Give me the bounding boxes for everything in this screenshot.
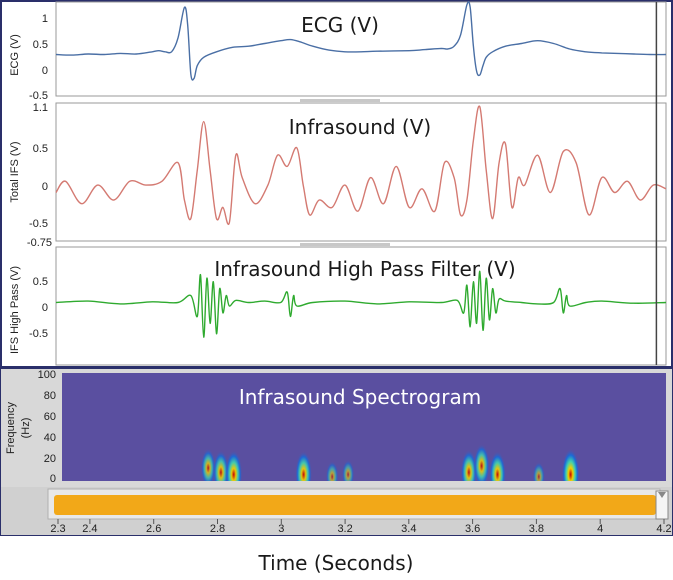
- spectrogram-blobs: [200, 443, 580, 481]
- ecg-panel: ECG (V) ECG (V) 1 0.5 0 -0.5: [9, 1, 667, 102]
- spectrogram-blob-8: [489, 450, 506, 481]
- time-tick-label: 4.2: [656, 523, 671, 535]
- spectrogram-blob-9: [561, 448, 580, 481]
- spectrogram-blob-3: [295, 450, 312, 481]
- highpass-line: [55, 270, 667, 338]
- infrasound-line: [55, 105, 667, 225]
- time-tick-label: 2.3: [50, 523, 65, 535]
- panel-splitter-1[interactable]: [300, 99, 380, 102]
- spectrogram-blob-10: [532, 461, 545, 481]
- ecg-ytick-0.5: 0.5: [33, 39, 48, 51]
- ecg-ytick-1: 1: [42, 13, 48, 25]
- ecg-ytick-neg0.5: -0.5: [29, 90, 48, 102]
- spectrogram-blob-0: [200, 448, 216, 481]
- ecg-plot-area: [55, 1, 667, 97]
- time-tick-label: 3.6: [465, 523, 480, 535]
- time-tick-label: 4: [597, 523, 603, 535]
- time-tick-label: 3.2: [337, 523, 352, 535]
- infrasound-ylabel: Total IFS (V): [9, 141, 21, 202]
- time-tick-label: 2.6: [146, 523, 161, 535]
- ecg-ytick-0: 0: [42, 65, 48, 77]
- panel-splitter-2[interactable]: [300, 243, 390, 246]
- time-tick-label: 3.4: [401, 523, 416, 535]
- spectrogram-title: Infrasound Spectrogram: [239, 385, 481, 409]
- spectrogram-ylabel-frequency: Frequency: [5, 402, 17, 454]
- spec-ytick-0: 0: [50, 473, 56, 485]
- scrollbar-thumb[interactable]: [54, 495, 656, 515]
- time-tick-label: 2.4: [82, 523, 97, 535]
- infrasound-panel: Infrasound (V) Total IFS (V) 1.1 0.5 0 -…: [9, 102, 667, 249]
- spectrogram-blob-5: [341, 459, 355, 481]
- infrasound-title: Infrasound (V): [289, 115, 431, 139]
- spec-ytick-60: 60: [44, 411, 56, 423]
- spectrogram-blob-1: [212, 450, 229, 481]
- time-tick-label: 2.8: [210, 523, 225, 535]
- ecg-title: ECG (V): [301, 13, 379, 37]
- infrasound-ytick-neg0.75: -0.75: [27, 237, 52, 249]
- highpass-title: Infrasound High Pass Filter (V): [214, 257, 515, 281]
- spectrogram-blob-7: [473, 443, 490, 481]
- time-tick-label: 3.8: [529, 523, 544, 535]
- infrasound-ytick-neg0.5: -0.5: [29, 218, 48, 230]
- highpass-ylabel: IFS High Pass (V): [9, 266, 21, 354]
- spec-ytick-100: 100: [38, 369, 56, 381]
- infrasound-ytick-0.5: 0.5: [33, 143, 48, 155]
- spectrogram-ylabel-units: (Hz): [20, 418, 32, 439]
- infrasound-plot-area: [55, 102, 667, 242]
- spec-ytick-80: 80: [44, 390, 56, 402]
- spectrogram-panel: Infrasound Spectrogram Frequency (Hz) 10…: [1, 369, 672, 487]
- section-separator: [1, 366, 672, 369]
- highpass-ytick-0: 0: [42, 302, 48, 314]
- ecg-line: [55, 1, 667, 81]
- spectrogram-blob-4: [325, 461, 339, 481]
- scrollbar-right-handle[interactable]: [655, 490, 669, 520]
- highpass-panel: Infrasound High Pass Filter (V) IFS High…: [9, 246, 667, 366]
- spectrogram-blob-6: [460, 449, 478, 481]
- infrasound-ytick-1.1: 1.1: [33, 102, 48, 114]
- time-tick-labels: 2.3 2.4 2.6 2.8 3 3.2 3.4 3.6 3.8 4 4.2: [50, 519, 672, 535]
- x-axis-label: Time (Seconds): [258, 551, 414, 575]
- ecg-ylabel: ECG (V): [9, 34, 21, 76]
- highpass-ytick-neg0.5: -0.5: [29, 328, 48, 340]
- highpass-ytick-0.5: 0.5: [33, 276, 48, 288]
- chevron-down-icon: [658, 492, 666, 498]
- time-tick-label: 3: [278, 523, 284, 535]
- spec-ytick-40: 40: [44, 432, 56, 444]
- spectrogram-blob-2: [225, 450, 243, 481]
- infrasound-ytick-0: 0: [42, 181, 48, 193]
- time-scrollbar: 2.3 2.4 2.6 2.8 3 3.2 3.4 3.6 3.8 4 4.2: [1, 487, 672, 535]
- spec-ytick-20: 20: [44, 453, 56, 465]
